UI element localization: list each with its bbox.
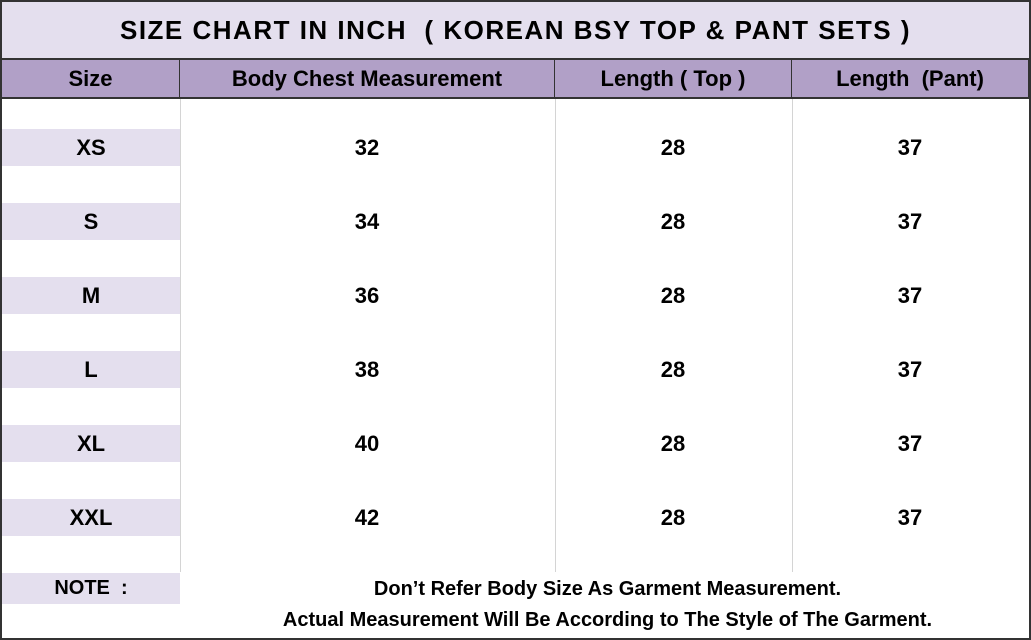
note-label: NOTE : <box>2 573 180 604</box>
value-cell: 40 <box>354 430 380 456</box>
column-header: Length (Pant) <box>792 60 1029 99</box>
column-header: Body Chest Measurement <box>180 60 555 99</box>
value-cell: 42 <box>354 504 380 530</box>
size-cell: XXL <box>2 499 180 536</box>
value-cell: 34 <box>354 208 380 234</box>
column-header: Length ( Top ) <box>555 60 792 99</box>
column-divider <box>555 99 556 572</box>
size-cell: S <box>2 203 180 240</box>
size-cell: M <box>2 277 180 314</box>
value-cell: 28 <box>660 504 686 530</box>
note-line: Don’t Refer Body Size As Garment Measure… <box>373 577 842 600</box>
title: SIZE CHART IN INCH ( KOREAN BSY TOP & PA… <box>2 2 1029 60</box>
value-cell: 28 <box>660 356 686 382</box>
value-cell: 37 <box>897 134 923 160</box>
column-divider <box>180 99 181 572</box>
value-cell: 37 <box>897 430 923 456</box>
column-header: Size <box>2 60 180 99</box>
value-cell: 32 <box>354 134 380 160</box>
column-divider <box>792 99 793 572</box>
value-cell: 38 <box>354 356 380 382</box>
value-cell: 28 <box>660 208 686 234</box>
value-cell: 37 <box>897 208 923 234</box>
note-line: Actual Measurement Will Be According to … <box>282 608 933 631</box>
size-cell: L <box>2 351 180 388</box>
value-cell: 37 <box>897 356 923 382</box>
value-cell: 37 <box>897 504 923 530</box>
size-cell: XL <box>2 425 180 462</box>
value-cell: 28 <box>660 134 686 160</box>
value-cell: 28 <box>660 430 686 456</box>
value-cell: 28 <box>660 282 686 308</box>
value-cell: 37 <box>897 282 923 308</box>
size-cell: XS <box>2 129 180 166</box>
value-cell: 36 <box>354 282 380 308</box>
